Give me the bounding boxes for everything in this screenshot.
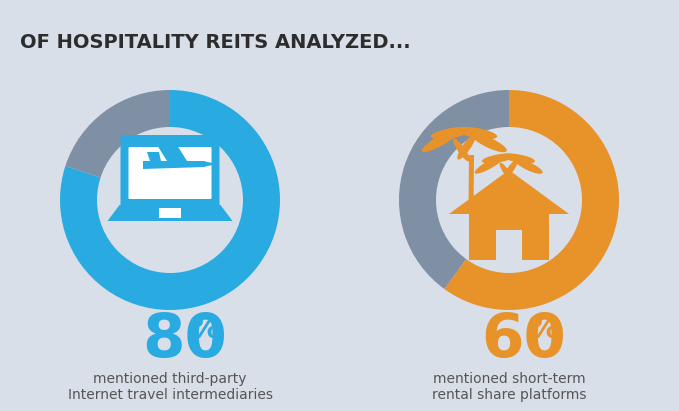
Ellipse shape xyxy=(422,128,461,152)
Ellipse shape xyxy=(482,153,515,163)
Polygon shape xyxy=(147,152,161,161)
Ellipse shape xyxy=(456,127,497,139)
Polygon shape xyxy=(203,161,217,167)
Text: mentioned short-term
rental share platforms: mentioned short-term rental share platfo… xyxy=(432,372,586,402)
Text: 80: 80 xyxy=(142,310,227,369)
Wedge shape xyxy=(444,90,619,310)
Polygon shape xyxy=(107,205,232,221)
FancyBboxPatch shape xyxy=(120,135,219,207)
Wedge shape xyxy=(60,90,280,310)
Text: %: % xyxy=(529,316,559,344)
Bar xyxy=(496,230,522,260)
Ellipse shape xyxy=(502,153,535,163)
Bar xyxy=(159,208,181,218)
Ellipse shape xyxy=(457,134,476,159)
Ellipse shape xyxy=(430,127,472,139)
Circle shape xyxy=(97,127,243,273)
Polygon shape xyxy=(143,161,205,169)
Wedge shape xyxy=(399,90,509,289)
Polygon shape xyxy=(512,176,517,220)
Bar xyxy=(469,214,549,260)
Text: 60: 60 xyxy=(481,310,566,369)
Polygon shape xyxy=(157,145,187,161)
Ellipse shape xyxy=(515,159,543,174)
Ellipse shape xyxy=(453,139,470,162)
Ellipse shape xyxy=(472,134,507,152)
Ellipse shape xyxy=(503,159,518,180)
Circle shape xyxy=(436,127,582,273)
Wedge shape xyxy=(65,90,170,178)
Text: mentioned third-party
Internet travel intermediaries: mentioned third-party Internet travel in… xyxy=(67,372,272,402)
Polygon shape xyxy=(449,170,569,214)
Text: %: % xyxy=(190,316,221,344)
Polygon shape xyxy=(469,155,474,210)
Ellipse shape xyxy=(475,155,506,173)
Ellipse shape xyxy=(500,163,513,181)
Text: OF HOSPITALITY REITS ANALYZED...: OF HOSPITALITY REITS ANALYZED... xyxy=(20,32,411,51)
FancyBboxPatch shape xyxy=(128,147,211,199)
